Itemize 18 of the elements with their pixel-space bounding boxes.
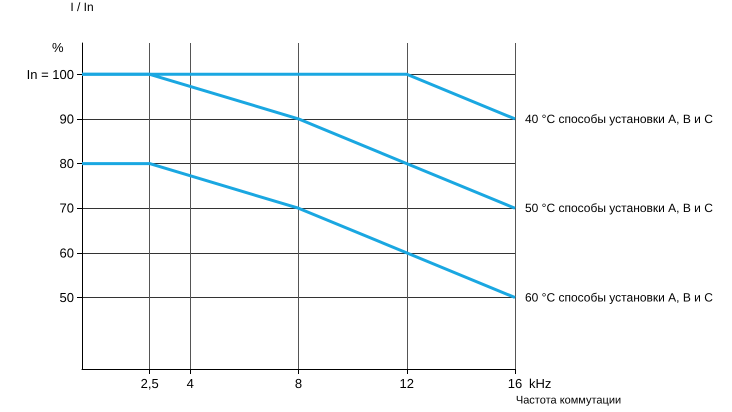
y-tick-label: In = 100 xyxy=(26,66,74,82)
y-tick-label: 50 xyxy=(60,290,74,306)
text: kHz xyxy=(529,376,552,391)
x-tick-label: 4 xyxy=(186,376,194,391)
y-tick-label: 60 xyxy=(60,245,74,260)
x-tick-label: 16 xyxy=(508,376,522,391)
y-tick-label: 80 xyxy=(60,156,74,172)
series-label: 50 °C способы установки А, В и С xyxy=(525,201,714,216)
series-label: 60 °C способы установки А, В и С xyxy=(525,290,714,305)
x-tick-label: 2,5 xyxy=(140,376,159,391)
y-tick-label: 70 xyxy=(60,200,74,216)
text: % xyxy=(52,40,64,55)
x-tick-label: 12 xyxy=(400,376,414,391)
y-axis-title: I / In xyxy=(70,0,94,14)
series-label: 40 °C способы установки А, В и С xyxy=(525,112,714,126)
x-tick-label: 8 xyxy=(294,376,302,391)
x-axis-title: Частота коммутации xyxy=(516,394,622,406)
y-tick-label: 90 xyxy=(60,111,74,126)
